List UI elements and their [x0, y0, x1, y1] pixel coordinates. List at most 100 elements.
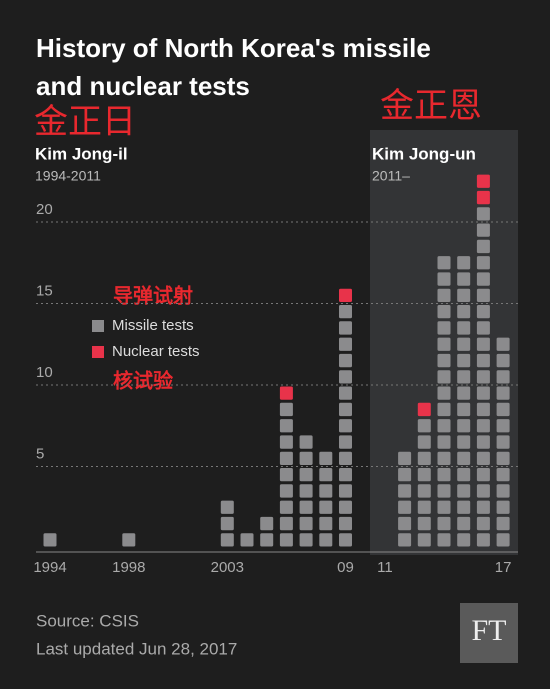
unit-square [339, 516, 352, 531]
unit-square [476, 484, 490, 498]
unit-square [457, 337, 471, 351]
unit-square [476, 435, 490, 449]
unit-square [496, 386, 510, 400]
bar-stack [437, 256, 451, 547]
bar-stack [240, 533, 254, 547]
unit-square [496, 484, 510, 498]
unit-square [457, 321, 471, 335]
unit-square [319, 451, 333, 465]
bar-stack [122, 533, 136, 547]
unit-square [339, 533, 352, 547]
unit-square [339, 353, 352, 368]
unit-square [437, 288, 451, 302]
unit-square [398, 500, 412, 514]
unit-square [496, 468, 510, 482]
unit-square [220, 533, 234, 547]
unit-square [398, 451, 412, 465]
bar-stack [496, 337, 510, 547]
unit-square [496, 516, 510, 531]
x-tick-label: 11 [377, 559, 393, 576]
unit-square [417, 402, 431, 417]
unit-square [299, 516, 313, 531]
unit-square [319, 533, 333, 547]
unit-square [417, 419, 431, 433]
unit-square [496, 353, 510, 368]
unit-square [457, 370, 471, 384]
unit-square [299, 500, 313, 514]
unit-square [476, 288, 490, 302]
unit-square [496, 500, 510, 514]
unit-square [496, 533, 510, 547]
unit-square [319, 468, 333, 482]
unit-square [437, 321, 451, 335]
unit-square [279, 533, 293, 547]
unit-square [279, 386, 293, 400]
unit-square [476, 370, 490, 384]
annotation: Kim Jong-un [372, 144, 476, 163]
legend-swatch [92, 346, 104, 358]
y-tick-label: 15 [36, 282, 53, 299]
unit-square [476, 353, 490, 368]
unit-square [457, 533, 471, 547]
unit-square [339, 321, 352, 335]
unit-square [457, 386, 471, 400]
annotation: 1994-2011 [35, 168, 101, 184]
unit-square [339, 435, 352, 449]
unit-square [220, 516, 234, 531]
unit-square [43, 533, 57, 547]
unit-square [457, 288, 471, 302]
chart-title: History of North Korea's missile [36, 33, 431, 63]
unit-square [437, 370, 451, 384]
unit-square [457, 516, 471, 531]
unit-square [496, 435, 510, 449]
source: Source: CSIS [36, 611, 139, 630]
unit-square [299, 451, 313, 465]
unit-square [476, 516, 490, 531]
unit-square [240, 533, 254, 547]
x-tick-label: 1994 [33, 559, 66, 576]
y-tick-label: 20 [36, 201, 53, 218]
unit-square [496, 419, 510, 433]
unit-square [437, 500, 451, 514]
unit-square [437, 256, 451, 270]
unit-square [299, 533, 313, 547]
unit-square [476, 174, 490, 188]
unit-square [299, 468, 313, 482]
unit-square [496, 370, 510, 384]
unit-square [437, 419, 451, 433]
annotation: 核试验 [113, 368, 173, 392]
bar-stack [299, 435, 313, 547]
unit-square [496, 337, 510, 351]
unit-square [437, 516, 451, 531]
unit-square [437, 435, 451, 449]
unit-square [437, 353, 451, 368]
unit-square [476, 468, 490, 482]
unit-square [476, 451, 490, 465]
unit-square [417, 451, 431, 465]
unit-square [417, 516, 431, 531]
x-tick-label: 09 [337, 559, 354, 576]
annotation: 2011– [372, 168, 410, 184]
unit-square [476, 272, 490, 286]
unit-square [417, 484, 431, 498]
unit-square [319, 516, 333, 531]
unit-square [339, 337, 352, 351]
unit-square [437, 402, 451, 417]
unit-square [339, 500, 352, 514]
unit-square [398, 484, 412, 498]
unit-square [319, 500, 333, 514]
unit-square [457, 500, 471, 514]
bar-stack [260, 516, 274, 547]
unit-square [496, 451, 510, 465]
annotation: 金正恩 [380, 87, 482, 125]
unit-square [339, 288, 352, 302]
unit-square [476, 256, 490, 270]
bar-stack [476, 207, 490, 547]
bar-stack [279, 386, 293, 400]
unit-square [496, 402, 510, 417]
unit-square [299, 435, 313, 449]
bar-stack [339, 305, 352, 547]
unit-square [437, 484, 451, 498]
legend-swatch [92, 320, 104, 332]
